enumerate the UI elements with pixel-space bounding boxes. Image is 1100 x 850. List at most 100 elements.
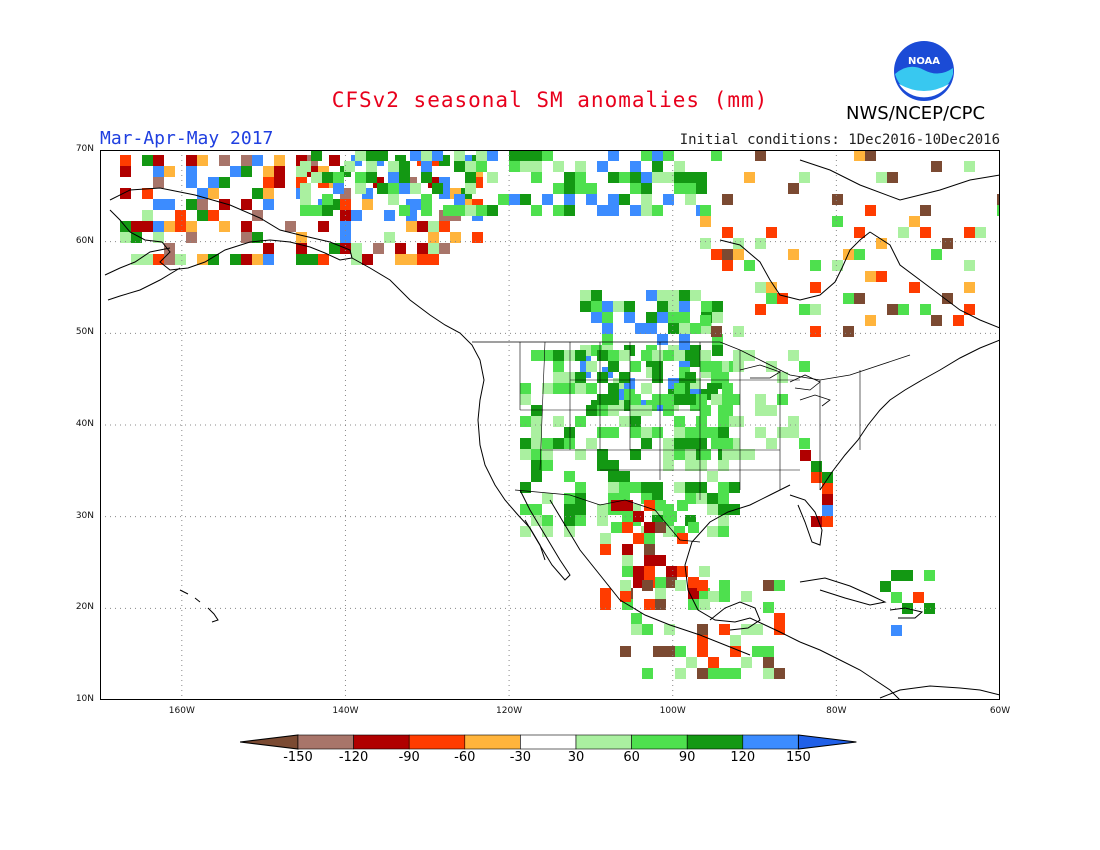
anomaly-cell: [696, 427, 707, 438]
anomaly-cell: [432, 150, 443, 161]
anomaly-cell: [644, 599, 655, 610]
anomaly-cell: [362, 199, 373, 210]
anomaly-cell: [307, 254, 318, 265]
anomaly-cell: [686, 657, 697, 668]
anomaly-cell: [707, 526, 718, 537]
anomaly-cell: [351, 243, 362, 254]
anomaly-cell: [696, 438, 707, 449]
anomaly-cell: [730, 635, 741, 646]
anomaly-cell: [712, 312, 723, 323]
anomaly-cell: [263, 177, 274, 188]
anomaly-cell: [153, 155, 164, 166]
anomaly-cell: [274, 166, 285, 177]
legend-swatch: [353, 734, 410, 750]
anomaly-cell: [377, 150, 388, 161]
anomaly-cell: [822, 494, 833, 505]
anomaly-cell: [241, 232, 252, 243]
anomaly-cell: [142, 188, 153, 199]
anomaly-cell: [664, 624, 675, 635]
anomaly-cell: [564, 183, 575, 194]
anomaly-cell: [633, 511, 644, 522]
anomaly-cell: [597, 205, 608, 216]
anomaly-cell: [296, 243, 307, 254]
anomaly-cell: [622, 522, 633, 533]
anomaly-cell: [641, 482, 652, 493]
anomaly-cell: [898, 304, 909, 315]
anomaly-cell: [707, 383, 718, 394]
anomaly-cell: [666, 577, 677, 588]
anomaly-cell: [876, 172, 887, 183]
anomaly-cell: [722, 438, 733, 449]
anomaly-cell: [652, 493, 663, 504]
anomaly-cell: [498, 194, 509, 205]
anomaly-cell: [832, 216, 843, 227]
anomaly-cell: [744, 172, 755, 183]
anomaly-cell: [674, 449, 685, 460]
anomaly-cell: [307, 166, 318, 177]
anomaly-cell: [674, 394, 685, 405]
initial-conditions-label: Initial conditions: 1Dec2016-10Dec2016: [679, 132, 1000, 148]
anomaly-cell: [311, 172, 322, 183]
anomaly-cell: [666, 511, 677, 522]
anomaly-cell: [655, 577, 666, 588]
anomaly-cell: [219, 221, 230, 232]
anomaly-cell: [652, 394, 663, 405]
anomaly-cell: [733, 361, 744, 372]
anomaly-cell: [685, 438, 696, 449]
anomaly-cell: [575, 449, 586, 460]
anomaly-cell: [531, 161, 542, 172]
lat-tick-label: 20N: [75, 602, 94, 613]
anomaly-cell: [428, 177, 439, 188]
anomaly-cell: [608, 350, 619, 361]
anomaly-map: [100, 150, 1000, 700]
anomaly-cell: [679, 312, 690, 323]
anomaly-cell: [624, 378, 635, 389]
anomaly-cell: [366, 161, 377, 172]
anomaly-cell: [230, 166, 241, 177]
anomaly-cell: [663, 526, 674, 537]
anomaly-cell: [384, 232, 395, 243]
anomaly-cell: [263, 166, 274, 177]
anomaly-cell: [619, 416, 630, 427]
anomaly-cell: [351, 254, 362, 265]
anomaly-cell: [677, 566, 688, 577]
anomaly-cell: [799, 172, 810, 183]
anomaly-cell: [197, 188, 208, 199]
anomaly-cell: [553, 161, 564, 172]
anomaly-cell: [699, 599, 710, 610]
anomaly-cell: [362, 188, 373, 199]
anomaly-cell: [666, 566, 677, 577]
anomaly-cell: [564, 372, 575, 383]
anomaly-cell: [774, 580, 785, 591]
anomaly-cell: [719, 580, 730, 591]
anomaly-cell: [531, 471, 542, 482]
anomaly-cell: [586, 383, 597, 394]
anomaly-cell: [657, 312, 668, 323]
anomaly-cell: [417, 254, 428, 265]
anomaly-cell: [788, 183, 799, 194]
anomaly-cell: [531, 405, 542, 416]
anomaly-cell: [752, 646, 763, 657]
anomaly-cell: [733, 249, 744, 260]
anomaly-cell: [575, 383, 586, 394]
anomaly-cell: [175, 254, 186, 265]
anomaly-cell: [810, 304, 821, 315]
anomaly-cell: [542, 438, 553, 449]
anomaly-cell: [564, 205, 575, 216]
anomaly-cell: [744, 260, 755, 271]
season-label: Mar-Apr-May 2017: [100, 128, 274, 149]
anomaly-cell: [718, 372, 729, 383]
anomaly-cell: [644, 500, 655, 511]
anomaly-cell: [153, 221, 164, 232]
lat-tick-label: 10N: [75, 694, 94, 704]
anomaly-cell: [230, 254, 241, 265]
anomaly-cell: [700, 350, 711, 361]
anomaly-cell: [509, 161, 520, 172]
anomaly-cell: [964, 227, 975, 238]
anomaly-cell: [722, 383, 733, 394]
anomaly-cell: [542, 460, 553, 471]
anomaly-cell: [653, 646, 664, 657]
anomaly-cell: [679, 367, 690, 378]
legend-label: 150: [785, 750, 811, 765]
anomaly-cell: [417, 243, 428, 254]
